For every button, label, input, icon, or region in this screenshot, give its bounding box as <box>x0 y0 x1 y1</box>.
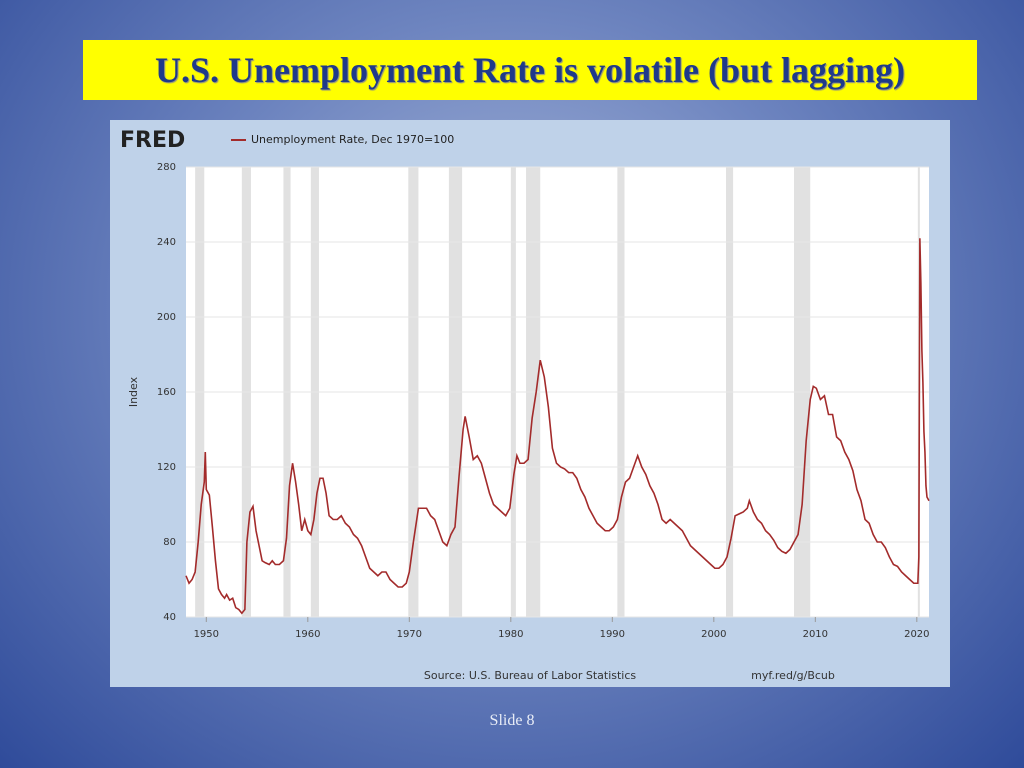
y-tick-label: 80 <box>163 537 176 548</box>
line <box>185 238 930 615</box>
x-tick-label: 2020 <box>904 629 929 640</box>
y-tick-label: 120 <box>157 462 176 473</box>
y-tick-label: 280 <box>157 162 176 173</box>
x-tick-label: 1980 <box>498 629 523 640</box>
x-tick-label: 2000 <box>701 629 726 640</box>
x-tick-label: 2010 <box>803 629 828 640</box>
y-tick-label: 240 <box>157 237 176 248</box>
y-tick-label: 160 <box>157 387 176 398</box>
x-tick-label: 1990 <box>600 629 625 640</box>
y-tick-label: 200 <box>157 312 176 323</box>
y-axis-label: Index <box>127 376 140 407</box>
x-tick-label: 1970 <box>397 629 422 640</box>
slide-title: U.S. Unemployment Rate is volatile (but … <box>83 40 977 100</box>
slide-number: Slide 8 <box>489 712 535 729</box>
source: Source: U.S. Bureau of Labor Statistics <box>424 669 637 682</box>
link: myf.red/g/Bcub <box>751 669 835 682</box>
logo: FRED <box>120 128 185 153</box>
x-tick-label: 1960 <box>295 629 320 640</box>
x-tick-label: 1950 <box>194 629 219 640</box>
legend-label: Unemployment Rate, Dec 1970=100 <box>251 133 454 146</box>
y-tick-label: 40 <box>163 612 176 623</box>
